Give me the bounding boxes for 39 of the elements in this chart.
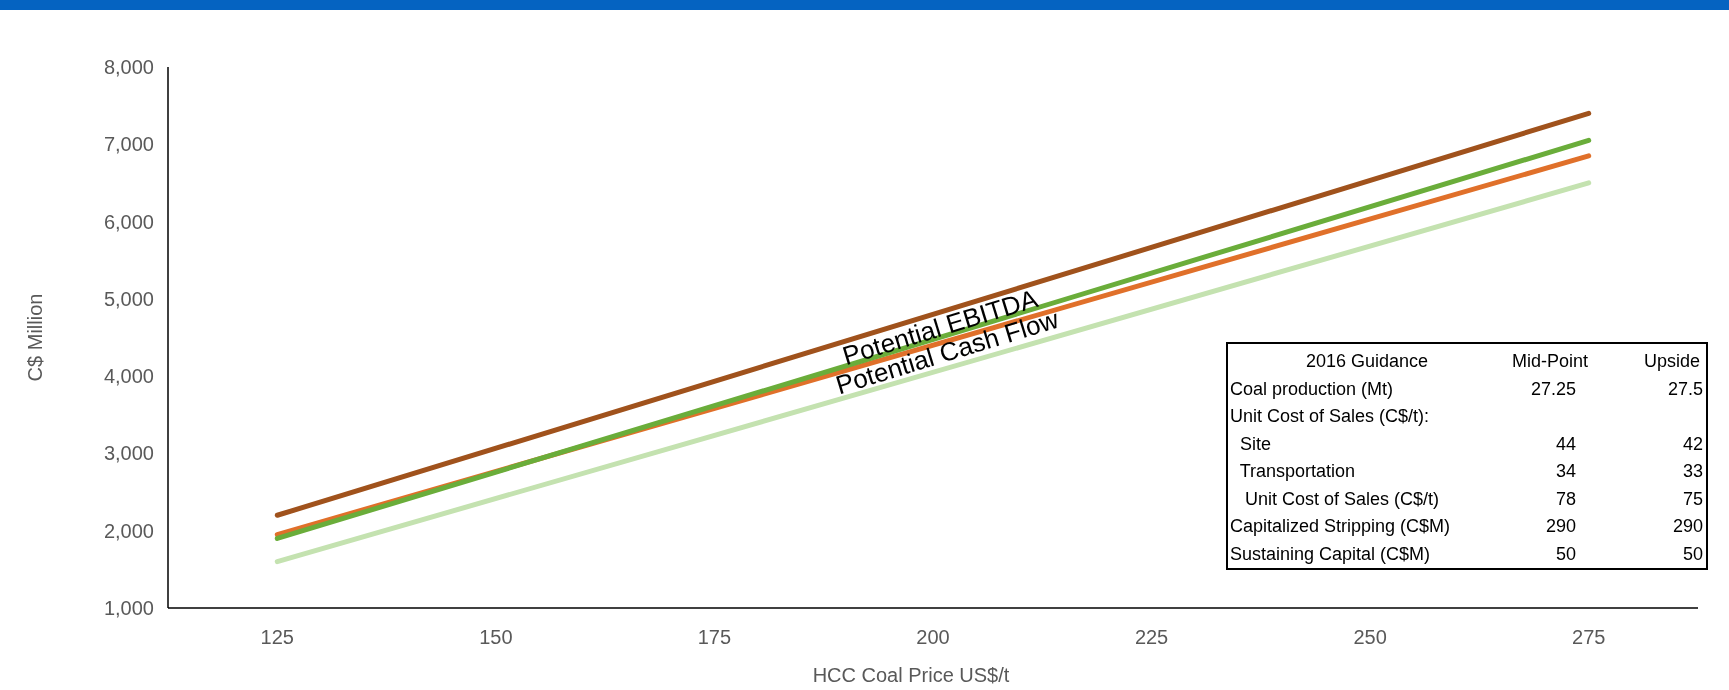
x-tick-label: 175	[697, 626, 732, 648]
x-tick-label: 275	[1572, 626, 1606, 648]
y-tick-label: 3,000	[103, 442, 154, 465]
y-tick-label: 1,000	[103, 597, 154, 619]
annotation: 290	[1672, 516, 1703, 537]
annotation: 2016 Guidance	[1305, 351, 1429, 372]
x-tick-label: 150	[479, 626, 513, 648]
annotation: 27.25	[1530, 378, 1576, 399]
x-tick-label: 125	[260, 626, 294, 648]
x-tick-label: 225	[1134, 626, 1169, 648]
annotation: 50	[1682, 543, 1703, 564]
annotation: Coal production (Mt)	[1230, 378, 1394, 399]
annotation: Transportation	[1230, 461, 1356, 482]
annotation: 290	[1545, 516, 1576, 537]
annotation: Sustaining Capital (C$M)	[1230, 543, 1431, 564]
annotation: 78	[1555, 488, 1576, 509]
y-tick-label: 4,000	[103, 365, 154, 388]
annotation: Upside	[1643, 351, 1701, 372]
annotation: Unit Cost of Sales (C$/t)	[1230, 488, 1440, 509]
annotation: 34	[1555, 461, 1576, 482]
annotation: Mid-Point	[1511, 351, 1589, 372]
annotation: Capitalized Stripping (C$M)	[1230, 516, 1451, 537]
annotation: 50	[1555, 543, 1576, 564]
annotation: 44	[1555, 433, 1576, 454]
y-tick-label: 7,000	[103, 133, 154, 156]
y-tick-label: 2,000	[103, 519, 154, 542]
annotation: Site	[1230, 433, 1272, 454]
annotation: Unit Cost of Sales (C$/t):	[1230, 406, 1430, 427]
x-tick-label: 250	[1353, 626, 1387, 648]
y-tick-label: 8,000	[103, 56, 154, 78]
annotation: 42	[1682, 433, 1703, 454]
x-tick-label: 200	[916, 626, 950, 648]
y-tick-label: 6,000	[103, 210, 154, 233]
y-tick-label: 5,000	[103, 287, 154, 310]
annotation: 33	[1682, 461, 1703, 482]
annotation: 75	[1682, 488, 1703, 509]
y-axis-title: C$ Million	[24, 293, 46, 382]
x-axis-title: HCC Coal Price US$/t	[812, 664, 1010, 686]
annotation: 27.5	[1667, 378, 1703, 399]
